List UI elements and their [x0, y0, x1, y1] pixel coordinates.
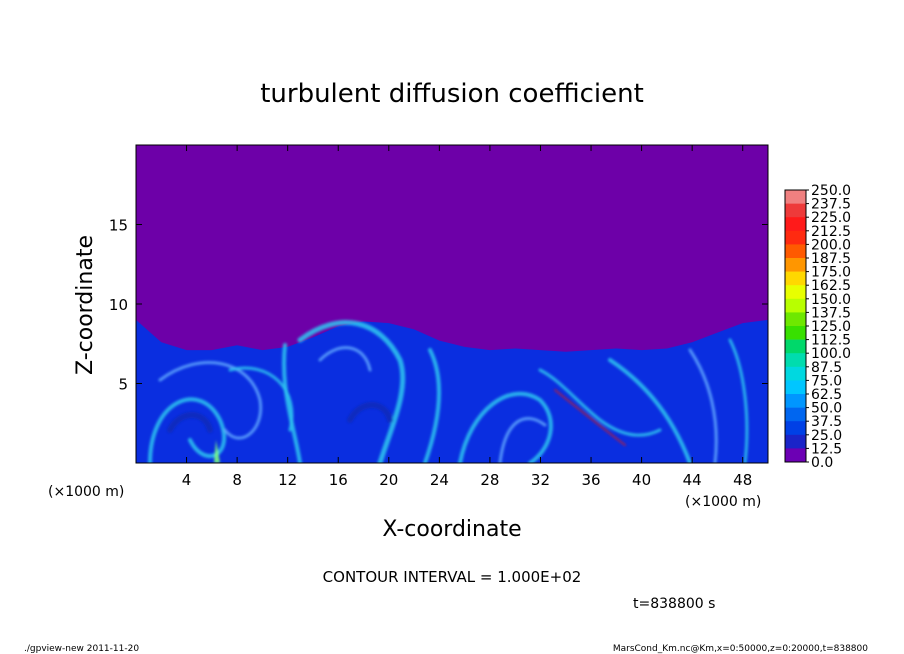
- colorbar-label: 62.5: [811, 387, 842, 403]
- y-tick-label: 10: [109, 296, 128, 314]
- colorbar-label: 75.0: [811, 373, 842, 389]
- colorbar-label: 212.5: [811, 224, 851, 240]
- colorbar-label: 37.5: [811, 414, 842, 430]
- colorbar-swatch: [785, 298, 806, 313]
- colorbar-swatch: [785, 394, 806, 408]
- y-axis-ticks: 5 10 15: [109, 217, 768, 394]
- colorbar-swatch: [785, 326, 806, 340]
- x-tick-label: 20: [379, 471, 398, 489]
- colorbar-swatch: [785, 217, 806, 232]
- colorbar-label: 137.5: [811, 305, 851, 321]
- colorbar-swatch: [785, 366, 806, 381]
- colorbar: 250.0237.5225.0212.5200.0187.5175.0162.5…: [784, 183, 851, 471]
- colorbar-label: 125.0: [811, 319, 851, 335]
- x-tick-label: 36: [581, 471, 600, 489]
- colorbar-label: 50.0: [811, 401, 842, 417]
- footer-left: ./gpview-new 2011-11-20: [24, 644, 139, 654]
- x-tick-label: 24: [430, 471, 449, 489]
- time-label: t=838800 s: [633, 596, 715, 612]
- x-tick-label: 4: [182, 471, 192, 489]
- x-tick-label: 48: [733, 471, 752, 489]
- colorbar-label: 187.5: [811, 251, 851, 267]
- colorbar-swatch: [785, 271, 806, 286]
- colorbar-swatch: [785, 448, 806, 463]
- colorbar-label: 112.5: [811, 333, 851, 349]
- x-tick-label: 28: [480, 471, 499, 489]
- footer-right: MarsCond_Km.nc@Km,x=0:50000,z=0:20000,t=…: [613, 644, 868, 654]
- eddy-texture: [148, 320, 749, 463]
- colorbar-swatch: [785, 190, 806, 204]
- x-tick-label: 8: [232, 471, 242, 489]
- colorbar-label: 150.0: [811, 292, 851, 308]
- colorbar-swatch: [785, 407, 806, 422]
- colorbar-swatch: [785, 285, 806, 300]
- colorbar-swatch: [785, 380, 806, 395]
- colorbar-swatch: [785, 203, 806, 218]
- x-axis-label: X-coordinate: [382, 517, 521, 542]
- colorbar-label: 250.0: [811, 183, 851, 199]
- x-axis-ticks: 4 8 12 16 20 24 28 32 36 40 44 48: [182, 145, 752, 489]
- colorbar-swatch: [785, 421, 806, 436]
- contour-interval-text: CONTOUR INTERVAL = 1.000E+02: [323, 568, 582, 586]
- y-unit-label: (×1000 m): [48, 484, 124, 500]
- colorbar-label: 237.5: [811, 197, 851, 213]
- x-tick-label: 12: [278, 471, 297, 489]
- colorbar-label: 25.0: [811, 428, 842, 444]
- x-tick-label: 16: [329, 471, 348, 489]
- colorbar-label: 87.5: [811, 360, 842, 376]
- colorbar-swatch: [785, 230, 806, 245]
- colorbar-label: 12.5: [811, 441, 842, 457]
- field-layer: [136, 319, 768, 463]
- colorbar-label: 162.5: [811, 278, 851, 294]
- colorbar-swatch: [785, 244, 806, 259]
- colorbar-swatch: [785, 353, 806, 368]
- chart-title: turbulent diffusion coefficient: [260, 79, 644, 109]
- colorbar-label: 200.0: [811, 237, 851, 253]
- colorbar-swatch: [785, 258, 806, 272]
- y-tick-label: 5: [118, 376, 128, 394]
- colorbar-swatch: [785, 434, 806, 449]
- colorbar-label: 225.0: [811, 210, 851, 226]
- x-tick-label: 44: [683, 471, 702, 489]
- y-tick-label: 15: [109, 217, 128, 235]
- x-tick-label: 32: [531, 471, 550, 489]
- x-tick-label: 40: [632, 471, 651, 489]
- colorbar-label: 0.0: [811, 455, 833, 471]
- colorbar-label: 100.0: [811, 346, 851, 362]
- y-axis-label: Z-coordinate: [73, 235, 98, 375]
- x-unit-label: (×1000 m): [685, 494, 761, 510]
- colorbar-swatch: [785, 339, 806, 354]
- colorbar-label: 175.0: [811, 265, 851, 281]
- colorbar-swatch: [785, 312, 806, 327]
